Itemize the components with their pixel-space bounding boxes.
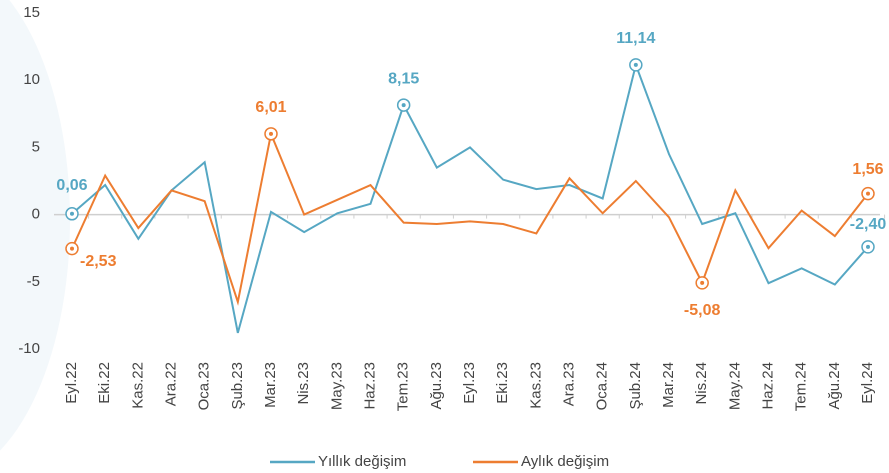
x-tick-label: Kas.23: [527, 362, 544, 409]
data-label: 8,15: [388, 70, 419, 87]
series-line: [71, 61, 869, 334]
x-tick-label: Mar.23: [262, 362, 279, 408]
x-tick-label: Kas.22: [129, 362, 146, 409]
point-dot: [70, 211, 74, 216]
x-tick-label: Nis.23: [295, 362, 312, 405]
point-dot: [633, 62, 638, 67]
data-label: -5,08: [684, 302, 721, 319]
x-tick-label: Şub.23: [229, 362, 246, 410]
data-label: 6,01: [255, 99, 286, 116]
y-tick-label: -10: [18, 340, 40, 357]
x-tick-label: May.24: [726, 362, 743, 410]
x-tick-label: Oca.24: [594, 362, 611, 410]
y-tick-label: 5: [32, 138, 40, 155]
legend-label: Aylık değişim: [521, 453, 609, 470]
data-label: 11,14: [616, 30, 655, 47]
data-label: -2,53: [80, 253, 117, 270]
x-tick-label: Ağu.23: [428, 362, 445, 410]
x-tick-label: Tem.23: [395, 362, 412, 411]
point-dot: [269, 131, 273, 136]
x-tick-label: Nis.24: [693, 362, 710, 405]
point-dot: [700, 280, 705, 285]
background-shape: [0, 0, 70, 451]
y-tick-label: 15: [23, 4, 40, 21]
x-tick-label: Oca.23: [196, 362, 213, 410]
x-tick-label: Eyl.22: [63, 362, 80, 404]
x-tick-label: Tem.24: [793, 362, 810, 411]
series-line: [71, 130, 869, 306]
data-label: -2,40: [850, 216, 887, 233]
x-tick-label: Ara.22: [162, 362, 179, 406]
x-tick-label: Haz.24: [759, 362, 776, 410]
data-label: 1,56: [852, 161, 883, 178]
x-tick-label: Eyl.24: [859, 362, 876, 404]
y-tick-label: 0: [32, 206, 40, 223]
x-tick-label: Eyl.23: [461, 362, 478, 404]
legend-label: Yıllık değişim: [318, 453, 406, 470]
point-dot: [866, 191, 870, 196]
x-tick-label: Şub.24: [627, 362, 644, 410]
x-tick-label: Ara.23: [560, 362, 577, 406]
point-dot: [866, 244, 870, 249]
point-dot: [70, 246, 74, 251]
x-tick-label: Haz.23: [361, 362, 378, 410]
x-tick-label: May.23: [328, 362, 345, 410]
x-tick-label: Eki.23: [494, 362, 511, 404]
y-tick-label: -5: [27, 273, 40, 290]
y-tick-label: 10: [23, 71, 40, 88]
x-tick-label: Mar.24: [660, 362, 677, 408]
point-dot: [401, 103, 406, 108]
x-tick-label: Eki.22: [96, 362, 113, 404]
data-label: 0,06: [56, 177, 87, 194]
x-tick-label: Ağu.24: [826, 362, 843, 410]
